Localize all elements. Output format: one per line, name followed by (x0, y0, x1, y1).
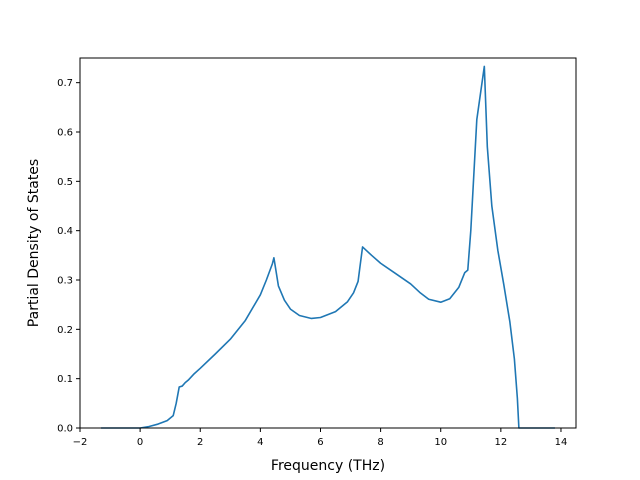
y-tick-label: 0.1 (57, 374, 73, 385)
x-tick-label: 0 (137, 437, 143, 448)
x-axis-ticks: −2 0 2 4 6 8 10 12 14 (73, 428, 568, 448)
x-tick-label: 4 (257, 437, 263, 448)
x-tick-label: 6 (317, 437, 323, 448)
y-tick-label: 0.0 (57, 424, 73, 435)
x-axis-label: Frequency (THz) (271, 458, 385, 474)
x-tick-label: 2 (197, 437, 203, 448)
x-tick-label: −2 (73, 437, 88, 448)
series-line-0 (101, 65, 555, 429)
x-tick-label: 14 (555, 437, 568, 448)
y-axis-ticks: 0.0 0.1 0.2 0.3 0.4 0.5 0.6 0.7 (57, 78, 80, 435)
x-tick-label: 8 (377, 437, 383, 448)
y-tick-label: 0.6 (57, 128, 73, 139)
y-tick-label: 0.3 (57, 276, 73, 287)
y-tick-label: 0.5 (57, 177, 73, 188)
y-tick-label: 0.7 (57, 78, 73, 89)
plot-area (101, 65, 555, 429)
y-axis-label: Partial Density of States (26, 159, 42, 327)
x-tick-label: 10 (434, 437, 447, 448)
x-tick-label: 12 (494, 437, 507, 448)
axes-frame (79, 57, 577, 429)
y-tick-label: 0.2 (57, 325, 73, 336)
y-tick-label: 0.4 (57, 226, 73, 237)
